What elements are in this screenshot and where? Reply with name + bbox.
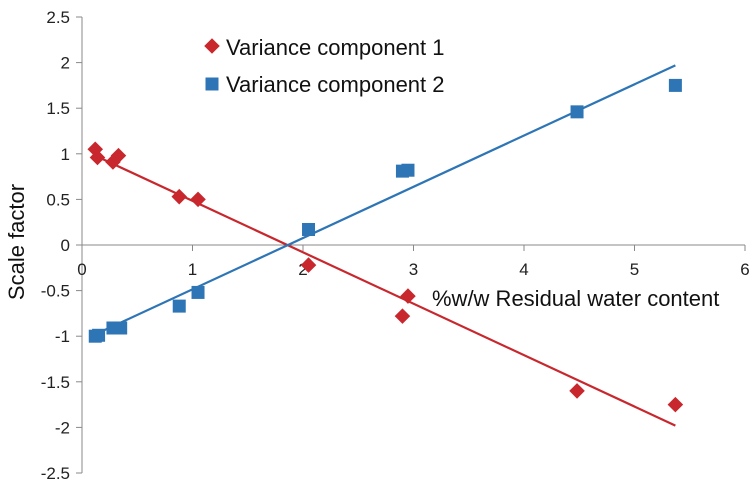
data-point-series-2 — [191, 285, 205, 299]
legend-label: Variance component 2 — [226, 72, 445, 97]
axes — [76, 16, 746, 474]
data-point-series-2 — [668, 78, 682, 92]
y-tick-label: -1.5 — [41, 373, 70, 392]
x-tick-label: 4 — [519, 260, 528, 279]
y-tick-label: 0 — [61, 236, 70, 255]
data-point-series-1 — [394, 308, 411, 324]
x-axis-title: %w/w Residual water content — [432, 286, 719, 311]
data-point-series-2 — [92, 328, 106, 342]
x-tick-label: 5 — [630, 260, 639, 279]
y-tick-label: 2 — [61, 54, 70, 73]
tick-labels: 0 1 2 3 4 5 6 2.5 2 1.5 1 0.5 0 -0.5 -1 -1.5 -2 -2.5 — [41, 8, 750, 483]
legend-label: Variance component 1 — [226, 35, 445, 60]
x-tick-label: 0 — [77, 260, 86, 279]
data-point-series-1 — [171, 188, 188, 205]
y-tick-label: -2.5 — [41, 464, 70, 483]
x-tick-label: 2 — [298, 260, 307, 279]
y-tick-label: -2 — [55, 418, 70, 437]
x-tick-label: 3 — [409, 260, 418, 279]
data-point-series-1 — [110, 147, 127, 164]
legend-marker-diamond — [204, 38, 220, 54]
data-point-series-1 — [400, 288, 416, 304]
y-tick-label: -0.5 — [41, 282, 70, 301]
data-point-series-1 — [667, 396, 684, 413]
x-tick-label: 1 — [188, 260, 197, 279]
data-point-series-2 — [114, 321, 128, 335]
data-point-series-1 — [89, 149, 106, 166]
data-point-series-1 — [569, 383, 585, 399]
y-tick-label: 0.5 — [46, 190, 70, 209]
data-point-series-2 — [172, 299, 186, 313]
legend-marker-square — [205, 77, 219, 91]
y-tick-label: 2.5 — [46, 8, 70, 27]
data-point-series-1 — [190, 191, 206, 208]
data-point-series-2 — [570, 105, 584, 119]
legend: Variance component 1 Variance component … — [204, 35, 445, 97]
legend-item-variance-component-1: Variance component 1 — [204, 35, 445, 60]
data-point-series-2 — [401, 163, 415, 177]
y-tick-label: -1 — [55, 327, 70, 346]
data-points — [87, 78, 684, 413]
x-tick-label: 6 — [740, 260, 749, 279]
y-tick-label: 1.5 — [46, 99, 70, 118]
legend-item-variance-component-2: Variance component 2 — [205, 72, 445, 97]
y-tick-label: 1 — [61, 145, 70, 164]
data-point-series-2 — [302, 222, 316, 236]
y-axis-title: Scale factor — [4, 184, 29, 300]
